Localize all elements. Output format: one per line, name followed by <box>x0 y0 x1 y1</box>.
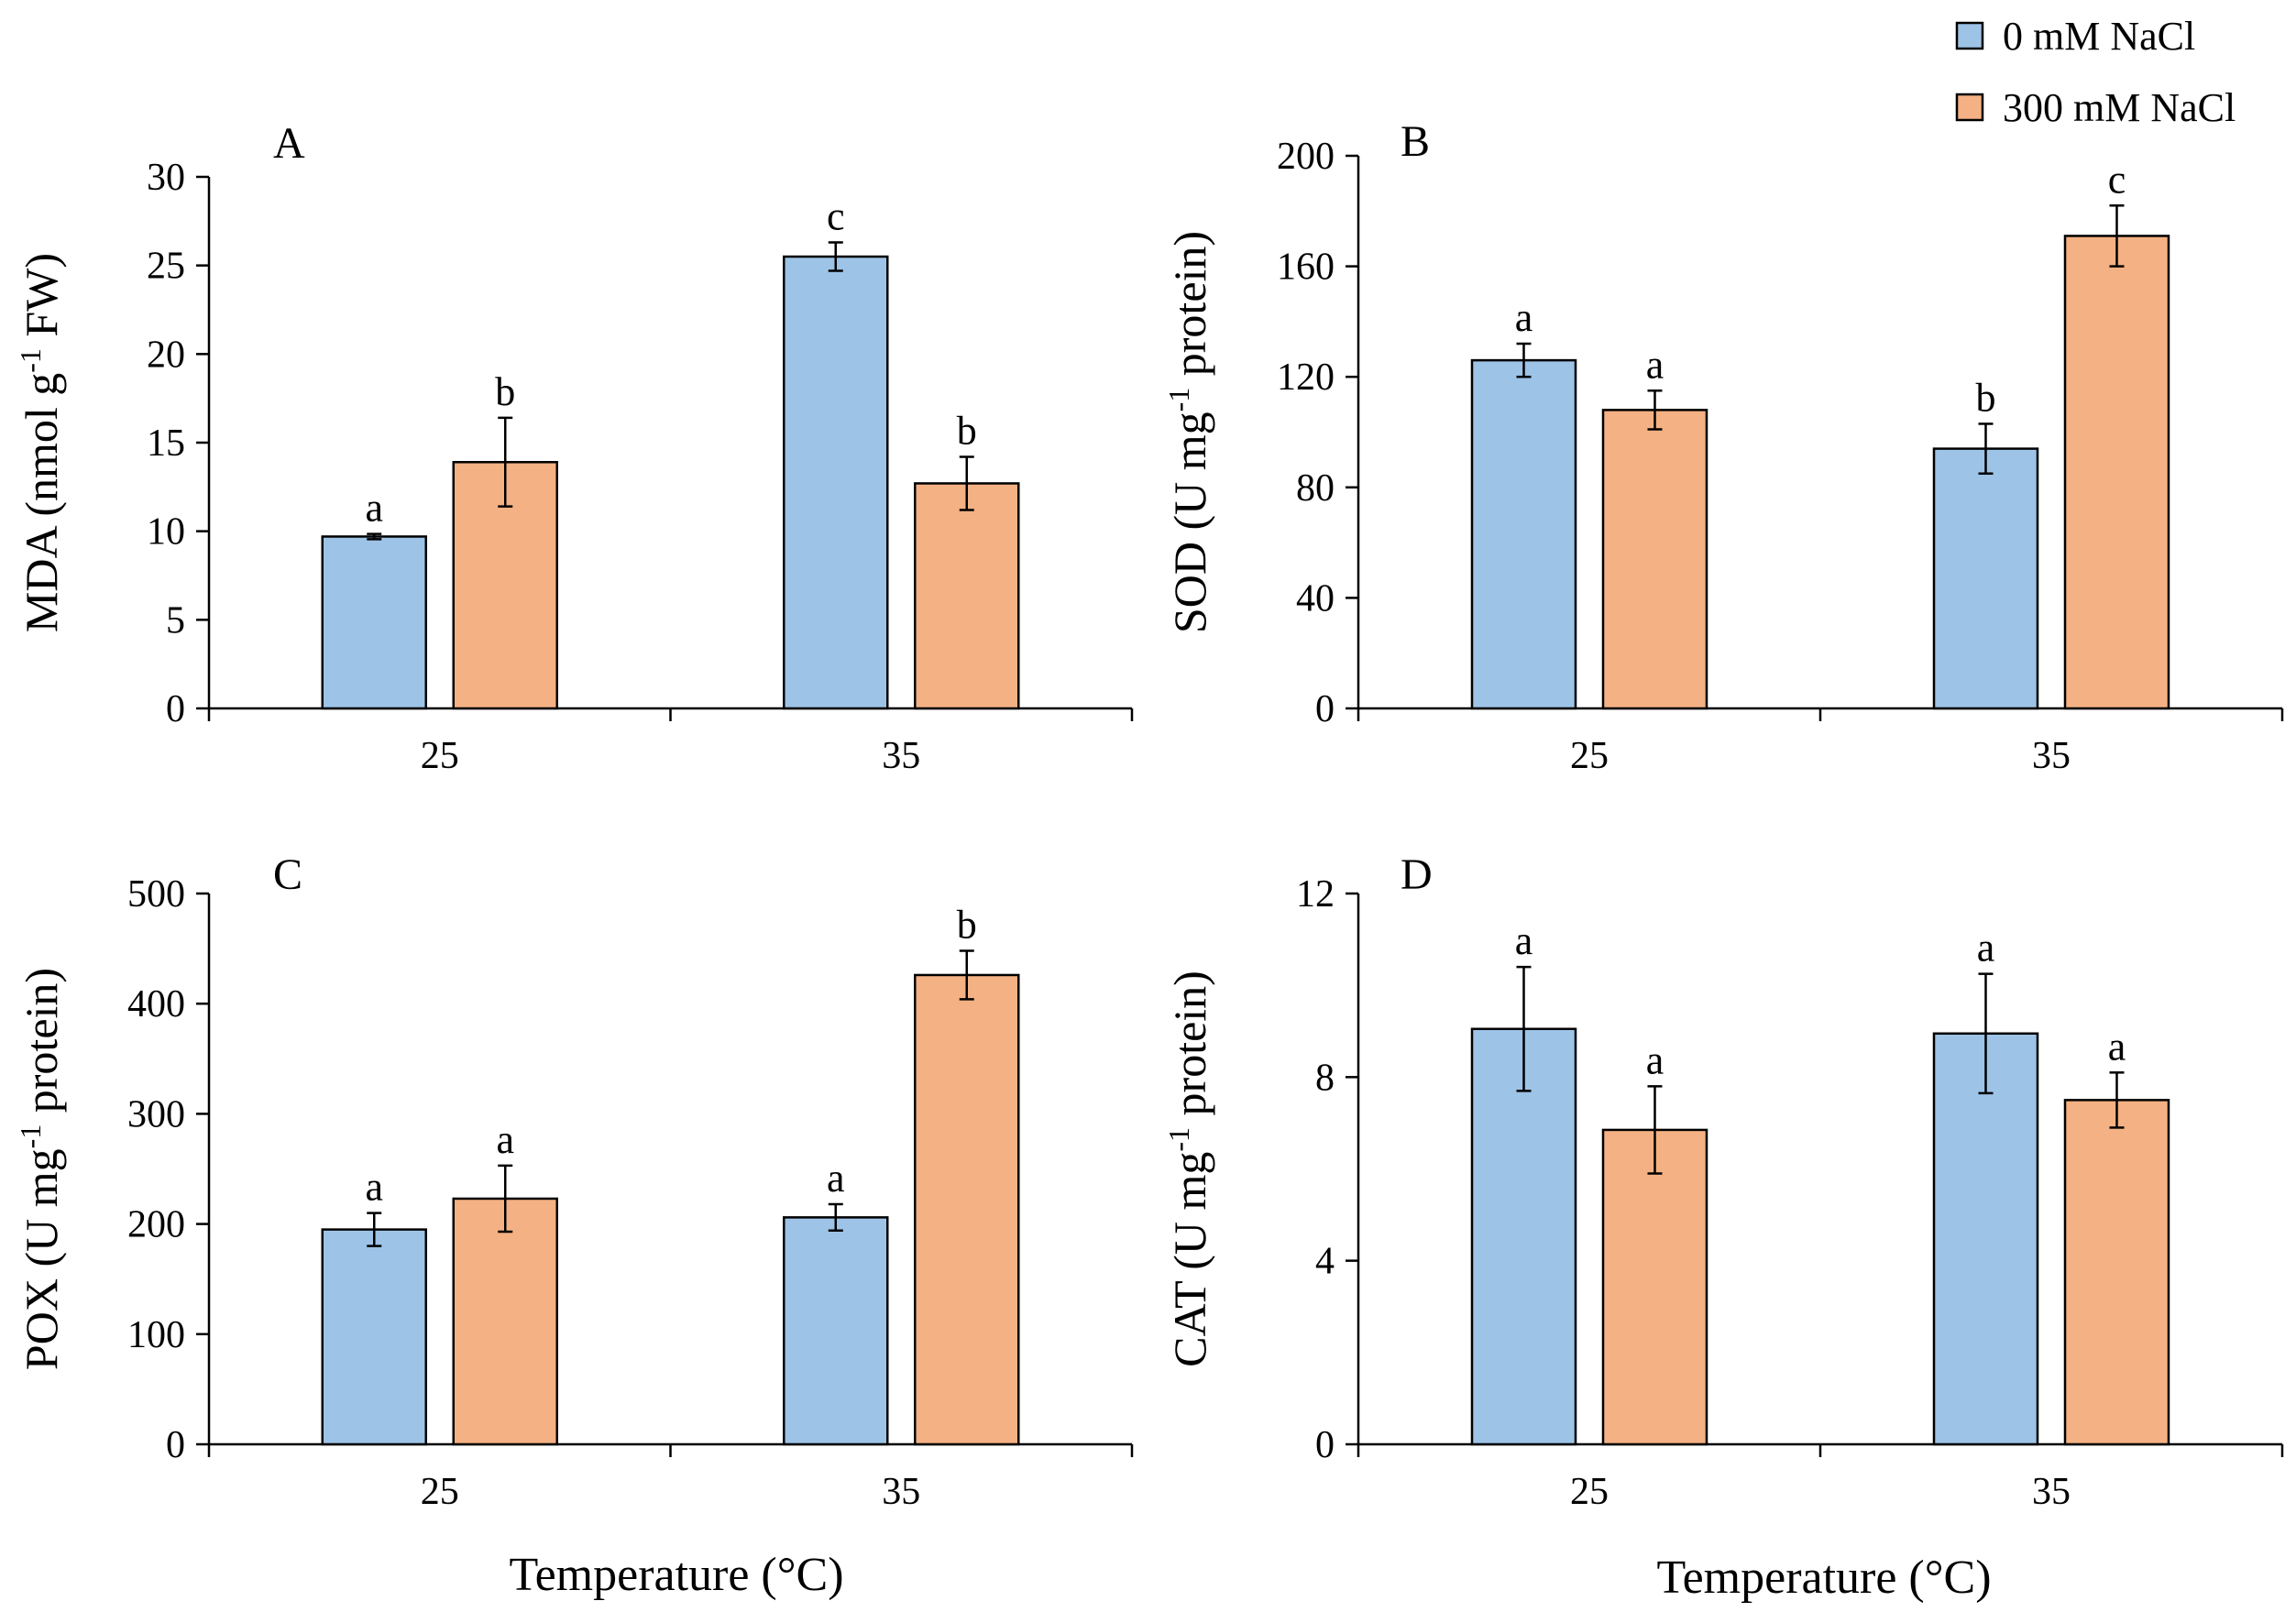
y-tick-label: 8 <box>1315 1057 1335 1099</box>
panel-letter: A <box>273 119 305 168</box>
y-axis-title: MDA (nmol g-1 FW) <box>14 253 67 632</box>
x-category-label: 25 <box>1570 1471 1609 1513</box>
bar-0mM-35 <box>1932 1032 2039 1446</box>
legend-swatch-300mM <box>1955 93 1984 122</box>
y-tick-label: 25 <box>147 246 185 288</box>
significance-letter: b <box>1976 375 1996 420</box>
significance-letter: c <box>2108 157 2126 202</box>
legend-swatch-0mM <box>1955 21 1984 50</box>
y-tick-label: 200 <box>127 1204 185 1246</box>
bar-0mM-35 <box>1932 447 2039 710</box>
bar-0mM-25 <box>321 1228 427 1446</box>
x-category-label: 25 <box>421 735 459 777</box>
y-axis-title: CAT (U mg-1 protein) <box>1162 971 1215 1367</box>
bar-0mM-25 <box>321 535 427 710</box>
significance-letter: a <box>827 1156 845 1201</box>
panel-c-pox-chart: 0 100 200 300 400 500 25 35 a a a b C POX (U mg-1 pro… <box>14 850 1134 1513</box>
y-tick-label: 120 <box>1277 356 1335 399</box>
y-tick-label: 20 <box>147 334 185 376</box>
x-category-label: 25 <box>421 1471 459 1513</box>
bar-300mM-35 <box>914 973 1020 1446</box>
x-category-label: 35 <box>882 735 920 777</box>
significance-letter: a <box>365 486 383 531</box>
legend: 0 mM NaCl 300 mM NaCl <box>1955 14 2236 130</box>
y-tick-label: 300 <box>127 1093 185 1135</box>
y-tick-label: 100 <box>127 1314 185 1356</box>
bar-300mM-35 <box>2063 235 2170 710</box>
bar-300mM-25 <box>452 1197 558 1446</box>
y-tick-label: 160 <box>1277 247 1335 289</box>
y-tick-label: 15 <box>147 422 185 465</box>
x-axis-title-right: Temperature (°C) <box>1656 1552 1991 1604</box>
y-tick-label: 500 <box>127 873 185 916</box>
panel-letter: D <box>1401 850 1433 899</box>
bar-0mM-25 <box>1470 358 1577 710</box>
x-axis-title-left: Temperature (°C) <box>509 1549 843 1601</box>
y-tick-label: 40 <box>1296 577 1335 620</box>
significance-letter: a <box>1515 918 1533 963</box>
y-tick-label: 80 <box>1296 467 1335 510</box>
bar-300mM-35 <box>2063 1099 2170 1446</box>
x-category-label: 25 <box>1570 735 1609 777</box>
panel-b-sod-chart: 0 40 80 120 160 200 25 35 a b a c B SOD (U mg-1 prote… <box>1162 117 2284 777</box>
significance-letter: b <box>495 369 515 414</box>
significance-letter: a <box>1977 926 1995 971</box>
x-category-label: 35 <box>882 1471 920 1513</box>
y-tick-label: 0 <box>166 688 185 730</box>
y-tick-label: 5 <box>166 599 185 642</box>
y-tick-label: 0 <box>166 1424 185 1466</box>
bar-0mM-35 <box>783 1216 889 1446</box>
bar-0mM-25 <box>1470 1027 1577 1446</box>
y-tick-label: 12 <box>1296 873 1335 916</box>
significance-letter: a <box>2108 1024 2126 1069</box>
y-tick-label: 0 <box>1315 1424 1335 1466</box>
legend-label-0mM: 0 mM NaCl <box>2003 14 2195 59</box>
significance-letter: a <box>1646 1037 1664 1082</box>
y-tick-label: 0 <box>1315 688 1335 730</box>
bar-300mM-35 <box>914 482 1020 710</box>
y-tick-label: 200 <box>1277 136 1335 178</box>
y-axis-title: POX (U mg-1 protein) <box>14 968 67 1370</box>
y-tick-label: 4 <box>1315 1241 1335 1283</box>
significance-letter: a <box>1646 342 1664 387</box>
y-tick-label: 10 <box>147 511 185 554</box>
legend-label-300mM: 300 mM NaCl <box>2003 85 2236 130</box>
y-axis-title: SOD (U mg-1 protein) <box>1162 231 1215 633</box>
x-category-label: 35 <box>2032 735 2071 777</box>
significance-letter: b <box>957 408 977 453</box>
bar-300mM-25 <box>1601 1128 1708 1446</box>
panel-a-mda-chart: 0 5 10 15 20 25 30 25 35 a c b b A MDA (nmol g-1 FW) <box>14 119 1134 777</box>
y-tick-label: 30 <box>147 157 185 199</box>
significance-letter: a <box>365 1165 383 1210</box>
significance-letter: b <box>957 903 977 948</box>
significance-letter: a <box>496 1117 514 1162</box>
x-category-label: 35 <box>2032 1471 2071 1513</box>
y-tick-label: 400 <box>127 983 185 1025</box>
significance-letter: a <box>1515 295 1533 340</box>
panel-letter: C <box>273 850 302 899</box>
bar-0mM-35 <box>783 255 889 710</box>
significance-letter: c <box>827 194 845 239</box>
bar-300mM-25 <box>1601 409 1708 710</box>
panel-letter: B <box>1401 117 1430 166</box>
panel-d-cat-chart: 0 4 8 12 25 35 a a a a D CAT (U mg-1 protein) <box>1162 850 2284 1513</box>
